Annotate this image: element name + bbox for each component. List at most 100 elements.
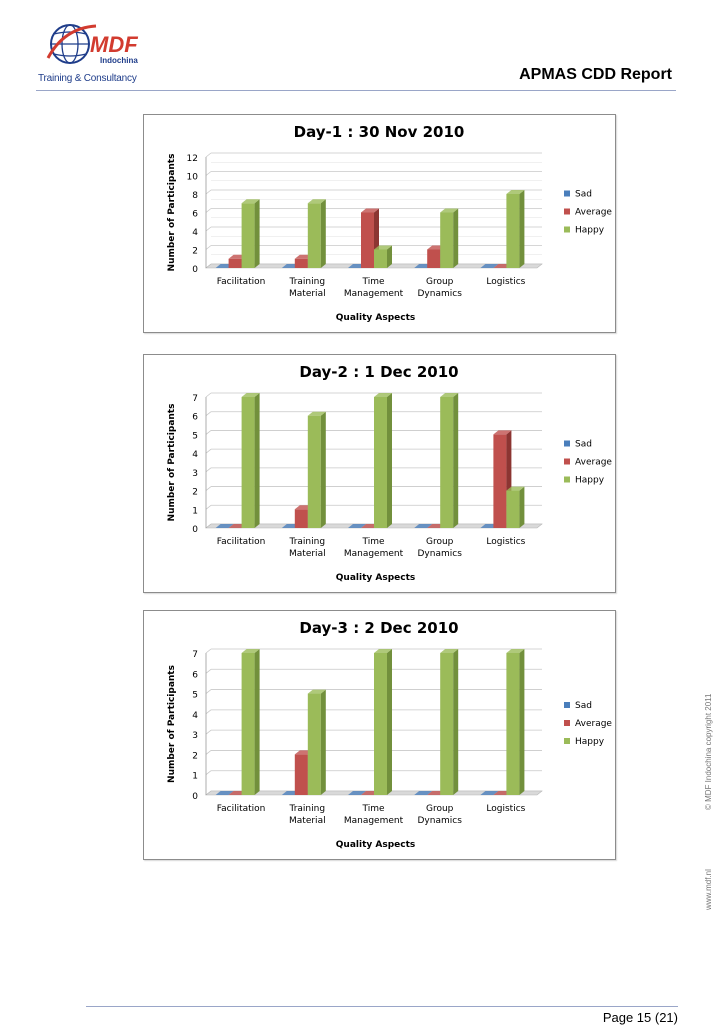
bar-happy-5 (506, 649, 525, 795)
bar-top (215, 524, 234, 528)
bar-sad-3 (348, 791, 366, 796)
bar-top (374, 245, 392, 250)
bar-front (440, 397, 454, 528)
chart-2-ytick-2: 2 (192, 488, 198, 498)
chart-day-3-svg: Day-3 : 2 Dec 2010 0 1 2 3 4 5 6 7 Number of Part… (167, 619, 612, 850)
copyright-text: © MDF Indochina copyright 2011 (704, 693, 713, 810)
gridline-depth (205, 709, 212, 715)
chart-2-xtick-1: Facilitation (217, 537, 266, 547)
chart-2-ytick-4: 4 (192, 450, 198, 460)
bar-top (440, 208, 459, 213)
bar-happy-3 (374, 393, 392, 528)
bar-front (506, 490, 520, 528)
bar-happy-1 (241, 199, 260, 268)
chart-1-ytick-6: 6 (192, 210, 198, 220)
chart-2-ylabel: Number of Participants (167, 404, 177, 522)
bar-side (320, 689, 326, 795)
bar-side (320, 199, 326, 268)
bar-sad-5 (480, 791, 499, 796)
bar-front (440, 653, 454, 795)
bar-front (361, 212, 374, 268)
chart-2-ytick-7: 7 (192, 394, 198, 404)
chart-2-xlabel: Quality Aspects (336, 573, 415, 583)
chart-3-ytick-6: 6 (192, 670, 198, 680)
bar-happy-5 (506, 486, 525, 528)
gridline-depth (205, 208, 212, 213)
bar-top (506, 486, 525, 491)
gridline-depth (205, 668, 212, 674)
bar-happy-3 (374, 649, 392, 795)
legend-label-happy: Happy (575, 476, 605, 486)
bar-sad-1 (215, 791, 234, 796)
chart-1-xtick-1: Facilitation (217, 277, 266, 287)
bar-top (493, 430, 512, 435)
chart-3-ytick-7: 7 (192, 650, 198, 660)
bar-happy-4 (440, 393, 459, 528)
legend-swatch-average (564, 208, 570, 215)
chart-2-ytick-1: 1 (192, 506, 198, 516)
report-title: APMAS CDD Report (519, 66, 672, 83)
header-divider (36, 90, 676, 91)
legend-label-average: Average (575, 719, 612, 729)
bar-top (215, 791, 234, 795)
chart-1-xtick-2: Training Material (289, 277, 326, 299)
gridline-depth (205, 245, 212, 250)
bar-front (228, 258, 242, 268)
bar-happy-2 (307, 199, 326, 268)
chart-day-3: Day-3 : 2 Dec 2010 0 1 2 3 4 5 6 7 Number of Part… (143, 610, 616, 860)
chart-3-title: Day-3 : 2 Dec 2010 (299, 619, 458, 637)
chart-3-xtick-4: Group Dynamics (418, 804, 463, 826)
bar-top (241, 649, 260, 653)
chart-1-legend: Sad Average Happy (564, 190, 612, 236)
bar-top (348, 524, 366, 528)
gridline-depth (205, 430, 212, 435)
bar-sad-5 (480, 264, 499, 269)
legend-swatch-average (564, 458, 570, 465)
bar-happy-2 (307, 689, 326, 795)
bar-top (440, 649, 459, 653)
bar-top (307, 411, 326, 416)
bar-front (294, 509, 308, 528)
chart-day-2: Day-2 : 1 Dec 2010 0 1 2 3 4 5 6 7 Number of Part… (143, 354, 616, 593)
bar-happy-4 (440, 208, 459, 268)
bar-side (453, 393, 459, 528)
bar-front (241, 203, 255, 268)
chart-1-xtick-4: Group Dynamics (418, 277, 463, 299)
legend-swatch-sad (564, 702, 570, 708)
bar-sad-4 (414, 791, 433, 796)
bar-front (374, 653, 387, 795)
bar-happy-5 (506, 190, 525, 268)
legend-label-sad: Sad (575, 440, 592, 450)
bar-side (453, 649, 459, 795)
bar-front (307, 693, 321, 795)
bar-front (307, 203, 321, 268)
side-text: © MDF Indochina copyright 2011 www.mdf.n… (704, 693, 713, 911)
legend-label-happy: Happy (575, 737, 605, 747)
chart-1-ytick-12: 12 (187, 154, 198, 164)
chart-day-1-svg: Day-1 : 30 Nov 2010 0 2 4 6 8 10 12 Number of Pa… (167, 123, 612, 323)
legend-label-sad: Sad (575, 701, 592, 711)
legend-swatch-happy (564, 226, 570, 233)
bar-happy-4 (440, 649, 459, 795)
legend-label-average: Average (575, 208, 612, 218)
chart-2-xtick-2: Training Material (289, 537, 326, 559)
chart-2-xtick-5: Logistics (486, 537, 525, 547)
legend-label-average: Average (575, 458, 612, 468)
chart-day-1: Day-1 : 30 Nov 2010 0 2 4 6 8 10 12 Number of Pa… (143, 114, 616, 333)
chart-1-xlabel: Quality Aspects (336, 313, 415, 323)
bar-front (241, 653, 255, 795)
bar-top (440, 393, 459, 397)
bar-top (307, 689, 326, 694)
bar-side (519, 486, 525, 528)
gridline-depth (205, 689, 212, 694)
bar-front (493, 434, 507, 528)
bar-top (414, 791, 433, 795)
gridline-depth (205, 189, 212, 195)
chart-1-ytick-4: 4 (192, 228, 198, 238)
bar-top (506, 649, 525, 653)
bar-top (374, 649, 392, 653)
bar-top (480, 264, 499, 268)
chart-3-ytick-2: 2 (192, 751, 198, 761)
gridline-depth (205, 750, 212, 755)
chart-2-title: Day-2 : 1 Dec 2010 (299, 363, 458, 381)
